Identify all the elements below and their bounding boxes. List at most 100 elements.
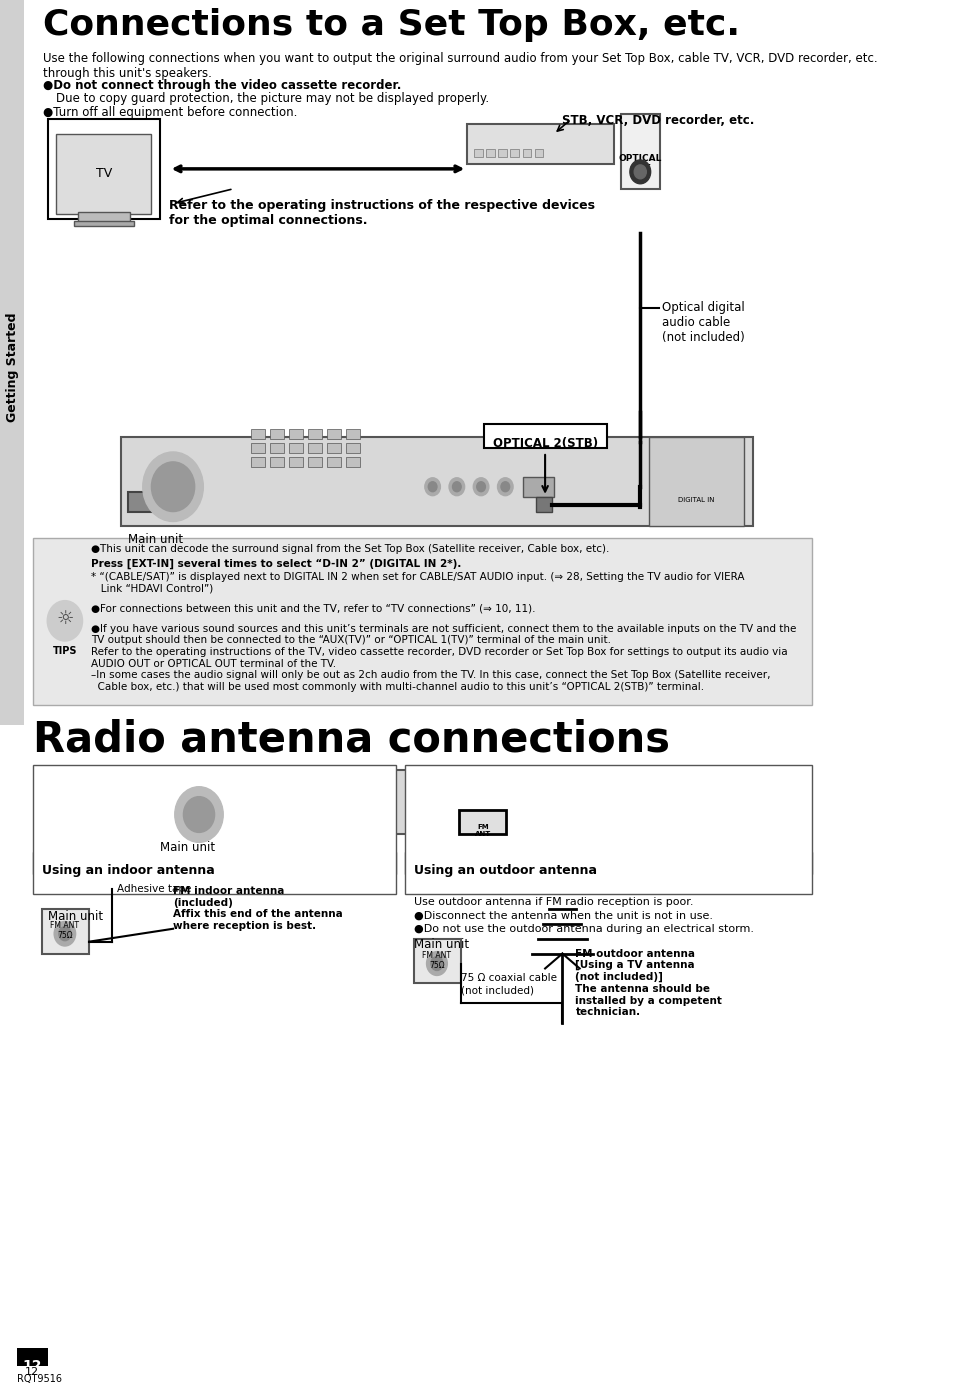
Circle shape bbox=[143, 453, 204, 522]
Text: Main unit: Main unit bbox=[48, 909, 103, 923]
Text: TIPS: TIPS bbox=[53, 646, 77, 656]
Bar bbox=[320, 770, 333, 779]
Bar bbox=[474, 149, 483, 156]
Circle shape bbox=[55, 922, 75, 945]
Circle shape bbox=[152, 462, 195, 512]
Text: Main unit: Main unit bbox=[414, 938, 468, 951]
Text: OPTICAL
OUT: OPTICAL OUT bbox=[618, 154, 662, 173]
Bar bbox=[414, 938, 461, 984]
Bar bbox=[285, 782, 299, 790]
Bar bbox=[621, 115, 660, 188]
Bar bbox=[468, 125, 614, 163]
Text: OPTICAL 2(STB): OPTICAL 2(STB) bbox=[492, 437, 598, 450]
Bar bbox=[78, 212, 130, 223]
Text: Due to copy guard protection, the picture may not be displayed properly.: Due to copy guard protection, the pictur… bbox=[57, 93, 490, 105]
Text: FM indoor antenna
(included)
Affix this end of the antenna
where reception is be: FM indoor antenna (included) Affix this … bbox=[173, 886, 343, 931]
FancyBboxPatch shape bbox=[405, 853, 811, 875]
Bar bbox=[327, 457, 341, 466]
Bar bbox=[251, 782, 264, 790]
Text: DIGITAL IN: DIGITAL IN bbox=[679, 497, 715, 502]
Bar bbox=[48, 119, 160, 219]
Text: 12: 12 bbox=[25, 1367, 39, 1377]
Text: ●If you have various sound sources and this unit’s terminals are not sufficient,: ●If you have various sound sources and t… bbox=[91, 624, 796, 692]
Bar bbox=[498, 149, 507, 156]
Bar bbox=[268, 770, 281, 779]
Bar bbox=[302, 782, 316, 790]
Bar bbox=[320, 793, 333, 803]
Bar bbox=[535, 149, 543, 156]
Text: Getting Started: Getting Started bbox=[6, 313, 18, 422]
Bar bbox=[338, 782, 350, 790]
Text: Main unit: Main unit bbox=[160, 841, 215, 854]
Bar bbox=[459, 810, 506, 835]
FancyBboxPatch shape bbox=[484, 424, 607, 448]
Bar bbox=[523, 477, 554, 497]
Bar bbox=[285, 793, 299, 803]
Bar bbox=[320, 782, 333, 790]
Text: 75 Ω coaxial cable
(not included): 75 Ω coaxial cable (not included) bbox=[461, 973, 557, 995]
Text: Radio antenna connections: Radio antenna connections bbox=[33, 718, 670, 760]
Bar bbox=[302, 793, 316, 803]
Text: FM ANT
75Ω: FM ANT 75Ω bbox=[50, 920, 80, 941]
Bar bbox=[251, 770, 264, 779]
Circle shape bbox=[175, 786, 224, 843]
Text: FM ANT
75Ω: FM ANT 75Ω bbox=[422, 951, 451, 970]
Circle shape bbox=[501, 482, 510, 491]
Bar bbox=[251, 429, 265, 439]
Bar bbox=[285, 770, 299, 779]
Circle shape bbox=[426, 952, 447, 976]
Circle shape bbox=[635, 165, 646, 179]
Text: Main unit: Main unit bbox=[128, 533, 183, 547]
Text: ●For connections between this unit and the TV, refer to “TV connections” (⇒ 10, : ●For connections between this unit and t… bbox=[91, 603, 536, 614]
Bar bbox=[347, 429, 360, 439]
Bar bbox=[160, 770, 644, 835]
Bar bbox=[268, 793, 281, 803]
FancyBboxPatch shape bbox=[405, 765, 811, 894]
Bar bbox=[308, 457, 322, 466]
Bar bbox=[289, 429, 302, 439]
Text: Refer to the operating instructions of the respective devices
for the optimal co: Refer to the operating instructions of t… bbox=[169, 199, 595, 227]
FancyBboxPatch shape bbox=[33, 538, 811, 706]
Text: ●Do not connect through the video cassette recorder.: ●Do not connect through the video casset… bbox=[43, 79, 401, 93]
Bar bbox=[308, 443, 322, 453]
Circle shape bbox=[497, 477, 513, 495]
Text: ☼: ☼ bbox=[56, 609, 74, 628]
Text: * “(CABLE/SAT)” is displayed next to DIGITAL IN 2 when set for CABLE/SAT AUDIO i: * “(CABLE/SAT)” is displayed next to DIG… bbox=[91, 572, 744, 594]
Bar bbox=[128, 491, 153, 512]
Text: Use the following connections when you want to output the original surround audi: Use the following connections when you w… bbox=[43, 51, 877, 80]
Circle shape bbox=[48, 601, 83, 641]
Bar bbox=[41, 909, 89, 954]
Bar bbox=[270, 457, 284, 466]
FancyBboxPatch shape bbox=[33, 765, 396, 894]
Bar bbox=[251, 793, 264, 803]
Circle shape bbox=[431, 956, 443, 970]
Bar bbox=[74, 220, 134, 227]
Bar bbox=[487, 149, 495, 156]
Text: 12: 12 bbox=[22, 1359, 42, 1373]
Bar bbox=[347, 443, 360, 453]
Bar bbox=[537, 497, 552, 512]
Text: ●Do not use the outdoor antenna during an electrical storm.: ●Do not use the outdoor antenna during a… bbox=[414, 923, 754, 934]
Text: ●Disconnect the antenna when the unit is not in use.: ●Disconnect the antenna when the unit is… bbox=[414, 911, 712, 920]
Bar bbox=[338, 793, 350, 803]
Text: FM
ANT: FM ANT bbox=[474, 825, 491, 837]
Text: Using an indoor antenna: Using an indoor antenna bbox=[41, 864, 214, 877]
Bar bbox=[347, 457, 360, 466]
Bar bbox=[649, 437, 744, 526]
Bar bbox=[57, 134, 152, 213]
Bar bbox=[289, 443, 302, 453]
Bar bbox=[270, 429, 284, 439]
Bar bbox=[522, 149, 531, 156]
Bar bbox=[251, 443, 265, 453]
Bar bbox=[251, 457, 265, 466]
Bar bbox=[338, 770, 350, 779]
Bar bbox=[327, 429, 341, 439]
Text: Adhesive tape: Adhesive tape bbox=[117, 884, 191, 894]
Text: Using an outdoor antenna: Using an outdoor antenna bbox=[414, 864, 596, 877]
Circle shape bbox=[452, 482, 461, 491]
Circle shape bbox=[183, 797, 215, 832]
Text: Connections to a Set Top Box, etc.: Connections to a Set Top Box, etc. bbox=[43, 8, 740, 42]
Circle shape bbox=[473, 477, 489, 495]
Bar bbox=[121, 437, 753, 526]
Text: Optical digital
audio cable
(not included): Optical digital audio cable (not include… bbox=[661, 300, 745, 345]
